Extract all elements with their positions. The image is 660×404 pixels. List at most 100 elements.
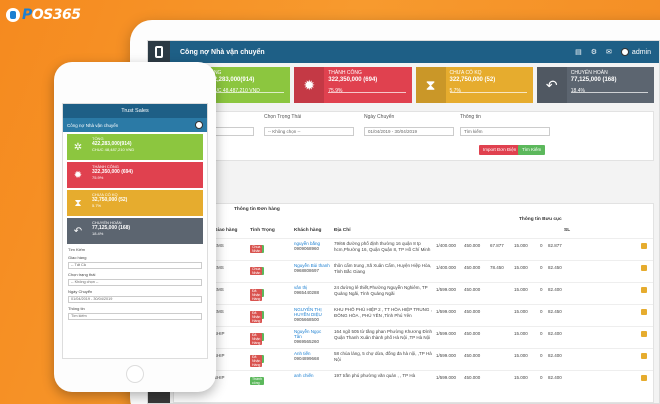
phone-date-input[interactable]: 01/04/2019 - 30/04/2019 xyxy=(68,296,202,303)
row-ship: EMS xyxy=(214,265,224,270)
row-ship: SHIP xyxy=(214,331,225,336)
view-icon[interactable] xyxy=(641,243,647,249)
view-icon[interactable] xyxy=(641,353,647,359)
row-amount: 1/599.000 xyxy=(436,331,457,336)
stat-label: CHUYỂN HOÀN xyxy=(570,70,608,76)
customer-name[interactable]: vân thị xyxy=(294,285,308,290)
search-button[interactable]: Tìm Kiếm xyxy=(518,145,546,155)
status-select[interactable]: -- Không chọn -- xyxy=(264,127,354,136)
view-icon[interactable] xyxy=(641,375,647,381)
row-ship: SHIP xyxy=(214,353,225,358)
app-brand-icon[interactable] xyxy=(148,41,170,63)
filter-panel: Chọn Trọng Thái -- Không chọn -- Ngày Ch… xyxy=(173,111,654,161)
customer-name[interactable]: anh chiến xyxy=(294,373,314,378)
table-row[interactable]: 04/2019adminEMSThành côngChua NhânNguyễn… xyxy=(174,260,653,282)
phone-ship-select[interactable]: -- Tất Cả xyxy=(68,262,202,269)
view-icon[interactable] xyxy=(641,309,647,315)
gear-icon[interactable]: ⚙ xyxy=(590,49,598,56)
group-header-order: Thông tin Đơn hàng xyxy=(234,207,280,212)
row-amount: 82.400 xyxy=(548,353,562,358)
stat-progress xyxy=(570,92,648,93)
phone-stat-card[interactable]: ↶ CHUYỂN HOÀN 77,125,000 (168) 18.4% xyxy=(67,218,203,244)
column-header[interactable]: Tình Trọng xyxy=(250,228,275,233)
row-amount: 0 xyxy=(540,353,543,358)
pending-icon: ⧗ xyxy=(415,67,446,103)
row-amount: 450.000 xyxy=(464,265,481,270)
row-amount: 1/599.000 xyxy=(436,375,457,380)
phone-page-title: Công nợ Nhà vận chuyển xyxy=(67,122,119,128)
stat-sub: CHUC 48,487,210 VND xyxy=(207,88,260,95)
row-customer[interactable]: Anh tiến 0904899668 xyxy=(294,351,330,361)
row-customer[interactable]: vân thị 0965440288 xyxy=(294,285,330,295)
user-name: admin xyxy=(631,48,651,56)
phone-stat-card[interactable]: ✲ TỔNG 422,283,000(914) CHUC 48,487,210 VND xyxy=(67,134,203,160)
customer-name[interactable]: nguyễn bằng xyxy=(294,241,321,246)
row-customer[interactable]: anh chiến xyxy=(294,373,330,378)
phone-home-button[interactable] xyxy=(126,365,144,383)
bell-icon[interactable]: ✉ xyxy=(606,49,612,56)
row-customer[interactable]: NGUYỄN THỊ HUYỀN DIỆU 0905668500 xyxy=(294,307,330,322)
customer-name[interactable]: Nguyễn Ngọc Tân xyxy=(294,329,322,339)
view-icon[interactable] xyxy=(641,287,647,293)
return-icon: ↶ xyxy=(73,225,83,237)
info-search-input[interactable]: Tìm kiếm xyxy=(460,127,550,136)
import-button[interactable]: Import Đơn Điện xyxy=(479,145,521,155)
customer-name[interactable]: Nguyễn Bùi thanh xyxy=(294,263,330,268)
row-amount: 0 xyxy=(540,243,543,248)
table-row[interactable]: 04/2019adminEMSThành côngĐã Nhận Hàngvân… xyxy=(174,282,653,304)
column-header[interactable]: Địa Chỉ xyxy=(334,228,351,233)
row-amount: 78.450 xyxy=(490,265,504,270)
data-grid: Thông tin Đơn hàng Thông tin Bưu cục ngà… xyxy=(173,203,654,403)
phone-stat-text: TỔNG 422,283,000(914) CHUC 48,487,210 VND xyxy=(89,134,137,160)
customer-phone: 0909068960 xyxy=(294,246,320,251)
phone-status-select[interactable]: -- Không chọn -- xyxy=(68,279,202,286)
row-amount: 0 xyxy=(540,375,543,380)
customer-name[interactable]: NGUYỄN THỊ HUYỀN DIỆU xyxy=(294,307,322,317)
stat-value: 322,283,000(914) xyxy=(207,76,255,83)
column-header[interactable]: SL xyxy=(564,228,571,233)
status-tag-success: Thành công xyxy=(250,377,264,385)
row-address: KHU PHỐ PHÚ HIỆP 2 , TT HÒA HIỆP TRUNG ,… xyxy=(334,307,432,318)
phone-subheader: Công nợ Nhà vận chuyển xyxy=(63,118,207,132)
customer-name[interactable]: Anh tiến xyxy=(294,351,311,356)
row-amount: 15.000 xyxy=(514,265,528,270)
date-range-input[interactable]: 01/04/2019 - 30/04/2019 xyxy=(364,127,454,136)
table-row[interactable]: 04/2019adminEMSThành côngChua Nhânnguyễn… xyxy=(174,238,653,260)
stat-sub: 75.9% xyxy=(92,175,104,181)
stat-value: 322,350,000 (694) xyxy=(92,169,133,175)
row-amount: 450.000 xyxy=(464,309,481,314)
phone-stat-card[interactable]: ✹ THÀNH CÔNG 322,350,000 (694) 75.9% xyxy=(67,162,203,188)
row-customer[interactable]: nguyễn bằng 0909068960 xyxy=(294,241,330,251)
row-customer[interactable]: Nguyễn Ngọc Tân 0969565260 xyxy=(294,329,330,344)
success-icon: ✹ xyxy=(294,67,325,103)
customer-phone: 0904899668 xyxy=(294,356,320,361)
phone-avatar[interactable] xyxy=(195,121,203,129)
menu-icon[interactable]: ▤ xyxy=(575,49,582,56)
table-row[interactable]: 04/2019adminSHIPThành côngĐã Nhận HàngAn… xyxy=(174,348,653,370)
stat-label: THÀNH CÔNG xyxy=(328,70,362,76)
stat-sub: 18.4% xyxy=(92,231,104,237)
column-header[interactable]: Khách hàng xyxy=(294,228,322,233)
stat-progress xyxy=(328,92,406,93)
row-amount: 82.400 xyxy=(548,375,562,380)
view-icon[interactable] xyxy=(641,265,647,271)
phone-info-input[interactable]: Tìm kiếm xyxy=(68,313,202,320)
row-amount: 15.000 xyxy=(514,375,528,380)
row-customer[interactable]: Nguyễn Bùi thanh 0968808697 xyxy=(294,263,330,273)
phone-stat-card[interactable]: ⧗ CHƯA CÓ KQ 32,750,000 (52) 5.7% xyxy=(67,190,203,216)
table-row[interactable]: 04/2019adminSHIPThành côngĐã Nhận HàngNg… xyxy=(174,326,653,348)
phone-stat-text: THÀNH CÔNG 322,350,000 (694) 75.9% xyxy=(89,162,136,188)
stat-sub: 5.7% xyxy=(92,203,102,209)
column-header[interactable]: Giao hàng xyxy=(214,228,238,233)
row-amount: 0 xyxy=(540,309,543,314)
customer-phone: 0905668500 xyxy=(294,317,320,322)
table-row[interactable]: 04/2019nvbayEMSThành côngĐã Nhận HàngNGU… xyxy=(174,304,653,326)
stat-sub: 75.9% xyxy=(328,88,377,95)
user-menu[interactable]: admin xyxy=(620,48,651,56)
view-icon[interactable] xyxy=(641,331,647,337)
